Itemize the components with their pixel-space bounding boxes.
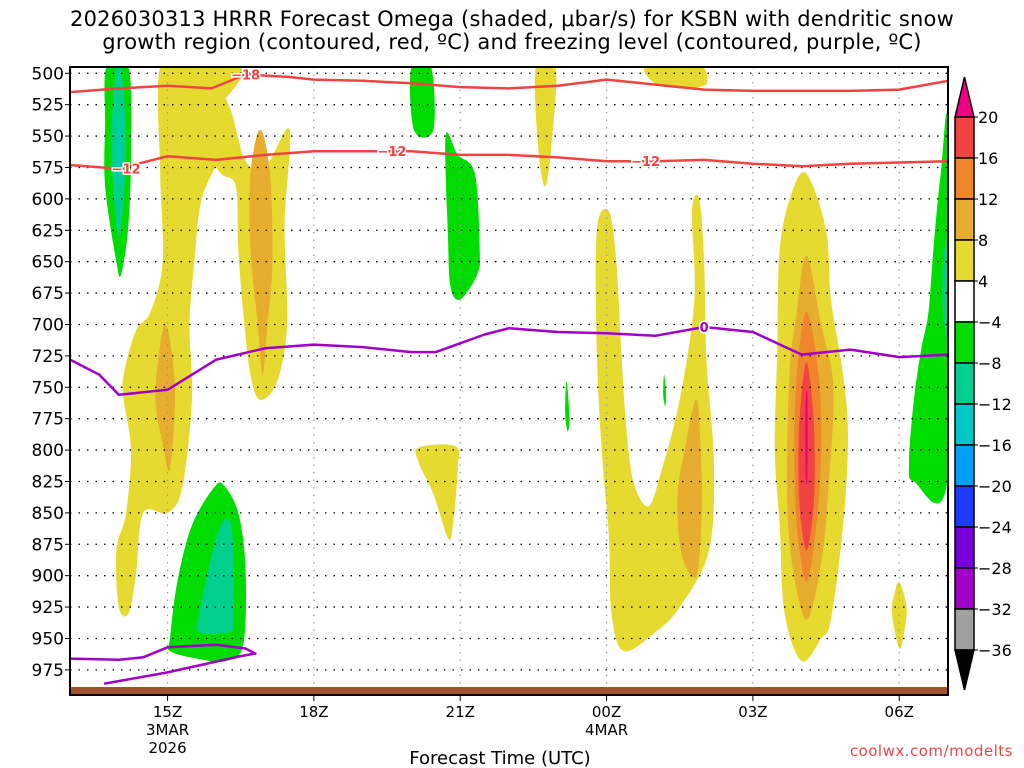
y-tick-label-700: 700: [32, 315, 64, 335]
y-tick-label-900: 900: [32, 567, 64, 587]
y-tick-label-725: 725: [32, 347, 64, 367]
colorbar-label-13: −36: [978, 641, 1012, 660]
colorbar-swatch-3: [954, 239, 975, 282]
colorbar-label-7: −12: [978, 395, 1012, 414]
y-tick-label-875: 875: [32, 535, 64, 555]
x-tick-label-21Z: 21Z: [446, 703, 475, 721]
dgz-label--12-0: −12: [112, 163, 141, 178]
y-tick-label-575: 575: [32, 158, 64, 178]
colorbar-swatch-10: [954, 526, 975, 569]
y-tick-label-825: 825: [32, 472, 64, 492]
credit-link[interactable]: coolwx.com/modelts: [850, 742, 1013, 760]
chart-title-line2: growth region (contoured, red, ºC) and f…: [102, 30, 922, 54]
omega-region-orange-17z: [249, 129, 273, 375]
omega-region-yellow-small-21z: [415, 444, 460, 540]
x-axis-label: Forecast Time (UTC): [409, 748, 590, 768]
y-tick-label-775: 775: [32, 410, 64, 430]
omega-region-orange-01z: [677, 399, 703, 578]
colorbar-swatch-8: [954, 444, 975, 487]
omega-region-yellow-top-02z: [644, 67, 708, 89]
dgz-label--12-1: −12: [377, 145, 406, 160]
colorbar-over-arrow: [954, 76, 975, 118]
freezing-level-label-0: 0: [700, 321, 709, 336]
colorbar-label-0: 20: [978, 108, 998, 127]
x-tick-label-18Z: 18Z: [299, 703, 328, 721]
y-tick-label-750: 750: [32, 378, 64, 398]
omega-region-green-column-21z: [445, 132, 480, 300]
colorbar-swatch-2: [954, 198, 975, 241]
ground-layer: [70, 687, 948, 695]
colorbar-swatch-4: [954, 280, 975, 323]
dgz-contour--18: [70, 73, 948, 94]
colorbar-under-arrow: [954, 649, 975, 691]
colorbar-swatch-12: [954, 608, 975, 651]
grid: [70, 67, 948, 695]
ground-surface: [70, 687, 948, 695]
colorbar-swatch-1: [954, 157, 975, 200]
y-tick-label-650: 650: [32, 253, 64, 273]
colorbar-swatch-6: [954, 362, 975, 405]
omega-shading: [104, 67, 948, 662]
omega-region-green-top-2030z: [409, 67, 435, 138]
colorbar-label-1: 16: [978, 149, 998, 168]
contours: −18 −12 −12 −12 0: [70, 67, 948, 685]
y-tick-label-625: 625: [32, 221, 64, 241]
dgz-label--12-2: −12: [631, 155, 660, 170]
dgz-contour--12: [70, 149, 948, 170]
colorbar-swatch-11: [954, 567, 975, 610]
y-axis: 500 525 550 575 600 625 650 675 700 725 750 775 800 8…: [32, 64, 70, 681]
y-tick-label-925: 925: [32, 598, 64, 618]
y-tick-label-550: 550: [32, 127, 64, 147]
x-tick-date-00Z: 4MAR: [585, 721, 628, 739]
x-tick-label-03Z: 03Z: [738, 703, 767, 721]
y-tick-label-500: 500: [32, 64, 64, 84]
omega-region-magenta-04z: [805, 390, 808, 485]
x-tick-label-06Z: 06Z: [885, 703, 914, 721]
y-tick-label-850: 850: [32, 504, 64, 524]
chart-title-line1: 2026030313 HRRR Forecast Omega (shaded, …: [70, 7, 954, 31]
y-tick-label-675: 675: [32, 284, 64, 304]
omega-region-green-small-2330z: [565, 380, 570, 432]
omega-region-green-small-01z: [663, 374, 667, 407]
x-tick-year-15Z: 2026: [148, 739, 186, 757]
y-tick-label-950: 950: [32, 629, 64, 649]
y-tick-label-525: 525: [32, 96, 64, 116]
colorbar-label-12: −32: [978, 600, 1012, 619]
chart-title: 2026030313 HRRR Forecast Omega (shaded, …: [0, 8, 1024, 54]
omega-region-teal-edge-07z: [942, 238, 948, 340]
y-tick-label-600: 600: [32, 190, 64, 210]
colorbar-label-5: −4: [978, 313, 1002, 332]
colorbar-label-4: 4: [978, 272, 988, 291]
colorbar-label-2: 12: [978, 190, 998, 209]
colorbar-label-10: −24: [978, 518, 1012, 537]
plot-frame: [69, 66, 949, 696]
colorbar-label-6: −8: [978, 354, 1002, 373]
colorbar-swatch-0: [954, 116, 975, 159]
y-tick-label-975: 975: [32, 661, 64, 681]
colorbar-swatch-7: [954, 403, 975, 446]
omega-region-orange-15z: [155, 324, 176, 472]
colorbar-label-11: −28: [978, 559, 1012, 578]
colorbar-swatch-5: [954, 321, 975, 364]
freezing-level-contour-1: [70, 643, 257, 685]
colorbar-label-3: 8: [978, 231, 988, 250]
dgz-label--18: −18: [231, 69, 260, 84]
omega-region-green-column-07z: [908, 112, 948, 504]
x-tick-label-15Z: 15Z: [153, 703, 182, 721]
y-tick-label-800: 800: [32, 441, 64, 461]
omega-region-yellow-top-early: [179, 67, 244, 105]
colorbar: 20 16 12 8 4 −4 −8 −12 −16 −20 −24 −28 −32 −36: [954, 76, 1012, 691]
colorbar-swatch-9: [954, 485, 975, 528]
x-tick-label-00Z: 00Z: [592, 703, 621, 721]
omega-region-teal-bottom-16z: [196, 518, 234, 635]
colorbar-label-8: −16: [978, 436, 1012, 455]
freezing-level-contour-0: [70, 325, 948, 397]
x-tick-date-15Z: 3MAR: [146, 721, 189, 739]
colorbar-label-9: −20: [978, 477, 1012, 496]
